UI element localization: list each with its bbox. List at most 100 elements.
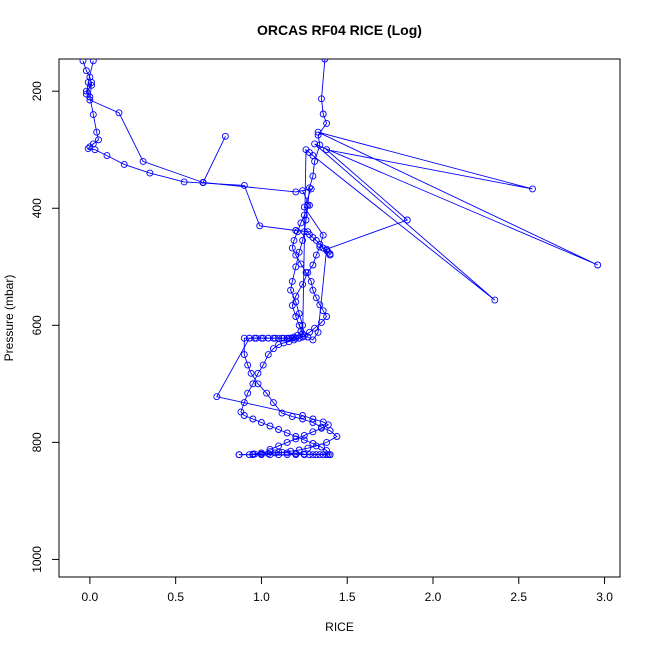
data-point xyxy=(266,451,274,459)
data-point xyxy=(307,277,315,285)
data-point xyxy=(309,172,317,180)
data-point xyxy=(89,111,97,119)
x-axis: 0.0 0.5 1.0 1.5 2.0 2.5 3.0 xyxy=(82,577,613,604)
data-point xyxy=(235,451,243,459)
data-point xyxy=(306,184,313,192)
chart-title: ORCAS RF04 RICE (Log) xyxy=(257,22,422,38)
x-tick-label: 2.5 xyxy=(510,590,527,604)
data-point xyxy=(319,307,327,315)
data-point xyxy=(314,128,322,136)
data-point xyxy=(283,451,291,459)
data-point xyxy=(275,451,283,459)
data-point xyxy=(292,433,300,440)
data-point xyxy=(292,292,300,300)
y-tick-label: 600 xyxy=(30,315,44,335)
data-point xyxy=(316,451,324,459)
data-point xyxy=(306,328,313,336)
data-point xyxy=(292,450,300,457)
data-point xyxy=(302,146,310,154)
data-point xyxy=(120,160,128,168)
data-point xyxy=(311,140,319,148)
data-point xyxy=(180,178,188,186)
data-point xyxy=(240,351,248,359)
data-point xyxy=(257,419,265,426)
data-point xyxy=(79,59,87,65)
data-point xyxy=(323,438,331,446)
data-point xyxy=(89,59,97,65)
data-point xyxy=(292,188,300,196)
series-layer xyxy=(79,59,602,459)
data-point xyxy=(240,399,248,407)
data-point xyxy=(316,241,324,248)
data-point xyxy=(299,415,307,423)
data-point xyxy=(321,59,329,63)
data-point xyxy=(93,128,101,136)
data-point xyxy=(237,408,245,416)
data-point xyxy=(312,294,320,302)
data-point xyxy=(324,421,332,429)
data-point xyxy=(244,361,252,369)
data-point xyxy=(252,334,260,342)
data-point xyxy=(146,169,154,177)
data-point xyxy=(139,157,147,165)
data-point xyxy=(245,334,253,342)
data-point xyxy=(292,227,300,234)
data-point xyxy=(249,380,257,388)
data-point xyxy=(86,143,94,151)
data-point xyxy=(292,313,300,320)
data-point xyxy=(288,277,296,285)
data-point xyxy=(280,334,288,342)
data-point xyxy=(326,251,334,259)
data-point xyxy=(319,418,327,426)
data-point xyxy=(309,415,317,423)
data-point xyxy=(307,185,315,193)
data-point xyxy=(244,389,252,397)
data-point xyxy=(323,313,331,320)
data-point xyxy=(213,393,221,401)
data-point xyxy=(266,445,274,453)
data-point xyxy=(319,244,327,252)
data-point xyxy=(309,419,317,426)
data-point xyxy=(263,389,271,397)
series-line xyxy=(85,60,598,450)
data-point xyxy=(300,450,308,458)
plot-frame xyxy=(58,58,621,578)
data-point xyxy=(324,451,332,459)
data-point xyxy=(316,301,324,309)
data-point xyxy=(249,415,257,423)
data-point xyxy=(306,201,313,209)
x-tick-label: 0.5 xyxy=(167,590,184,604)
data-point xyxy=(247,369,255,377)
data-point xyxy=(311,324,319,332)
data-point xyxy=(304,444,312,452)
data-point xyxy=(302,269,310,277)
data-point xyxy=(491,296,499,304)
data-point xyxy=(323,246,331,254)
data-point xyxy=(309,451,317,459)
data-point xyxy=(300,211,308,219)
data-point xyxy=(309,428,317,436)
data-point xyxy=(283,449,291,457)
data-point xyxy=(288,301,296,309)
data-point xyxy=(323,119,331,127)
data-point xyxy=(285,338,293,346)
data-point xyxy=(295,321,303,329)
data-point xyxy=(86,73,94,81)
data-point xyxy=(319,451,327,459)
x-tick-label: 3.0 xyxy=(596,590,613,604)
data-point xyxy=(318,424,325,432)
data-point xyxy=(529,185,536,193)
y-axis-label: Pressure (mbar) xyxy=(2,275,16,362)
y-tick-label: 200 xyxy=(30,81,44,101)
data-point xyxy=(292,263,300,271)
series-line xyxy=(82,60,331,256)
data-point xyxy=(269,334,277,342)
data-point xyxy=(257,451,265,459)
x-tick-label: 0.0 xyxy=(82,590,99,604)
data-point xyxy=(269,345,277,353)
x-axis-label: RICE xyxy=(325,620,354,634)
data-point xyxy=(287,286,295,294)
data-point xyxy=(297,219,305,227)
x-tick-label: 1.5 xyxy=(339,590,356,604)
